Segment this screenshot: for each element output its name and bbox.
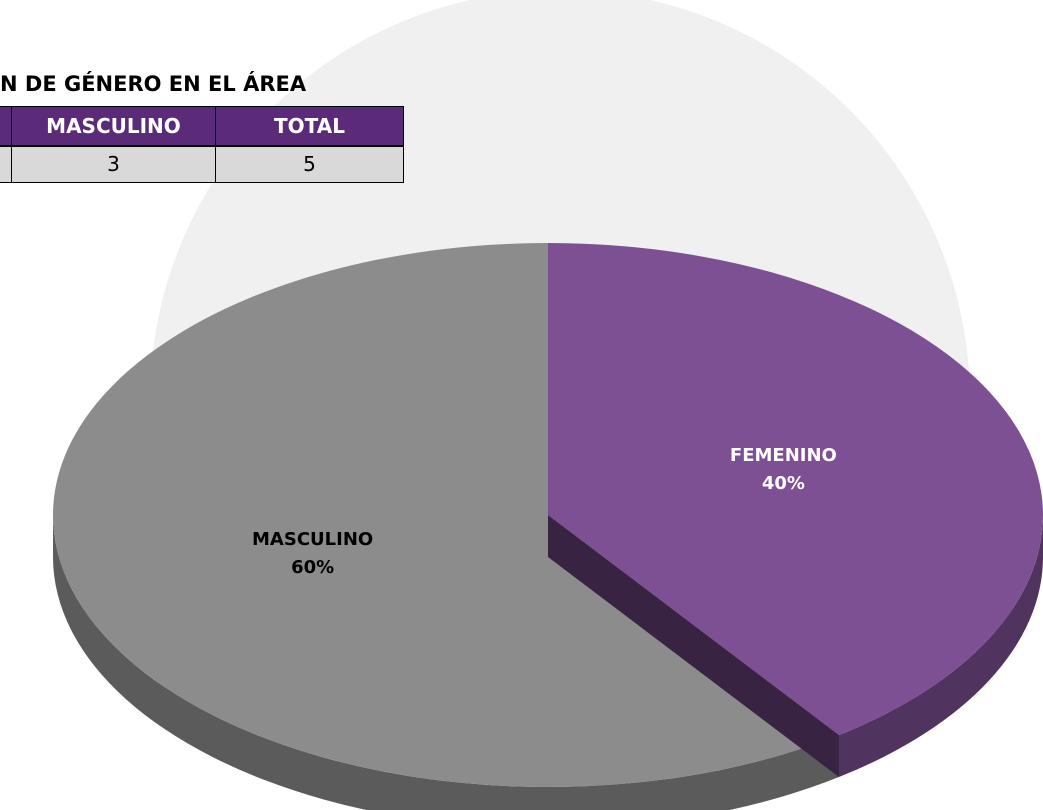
header-cell: MASCULINO bbox=[11, 106, 216, 146]
body-cell: 5 bbox=[215, 146, 404, 183]
header-cell: TOTAL bbox=[215, 106, 404, 146]
slice-category: MASCULINO bbox=[252, 529, 373, 550]
table-title: N DE GÉNERO EN EL ÁREA bbox=[0, 72, 306, 96]
body-cell: 3 bbox=[11, 146, 216, 183]
slice-value-label: 60% bbox=[291, 557, 334, 578]
page: FEMENINO 40% MASCULINO 60% N DE GÉNERO EN E… bbox=[0, 0, 1043, 810]
slice-category: FEMENINO bbox=[730, 445, 837, 466]
slice-value-label: 40% bbox=[762, 473, 805, 494]
